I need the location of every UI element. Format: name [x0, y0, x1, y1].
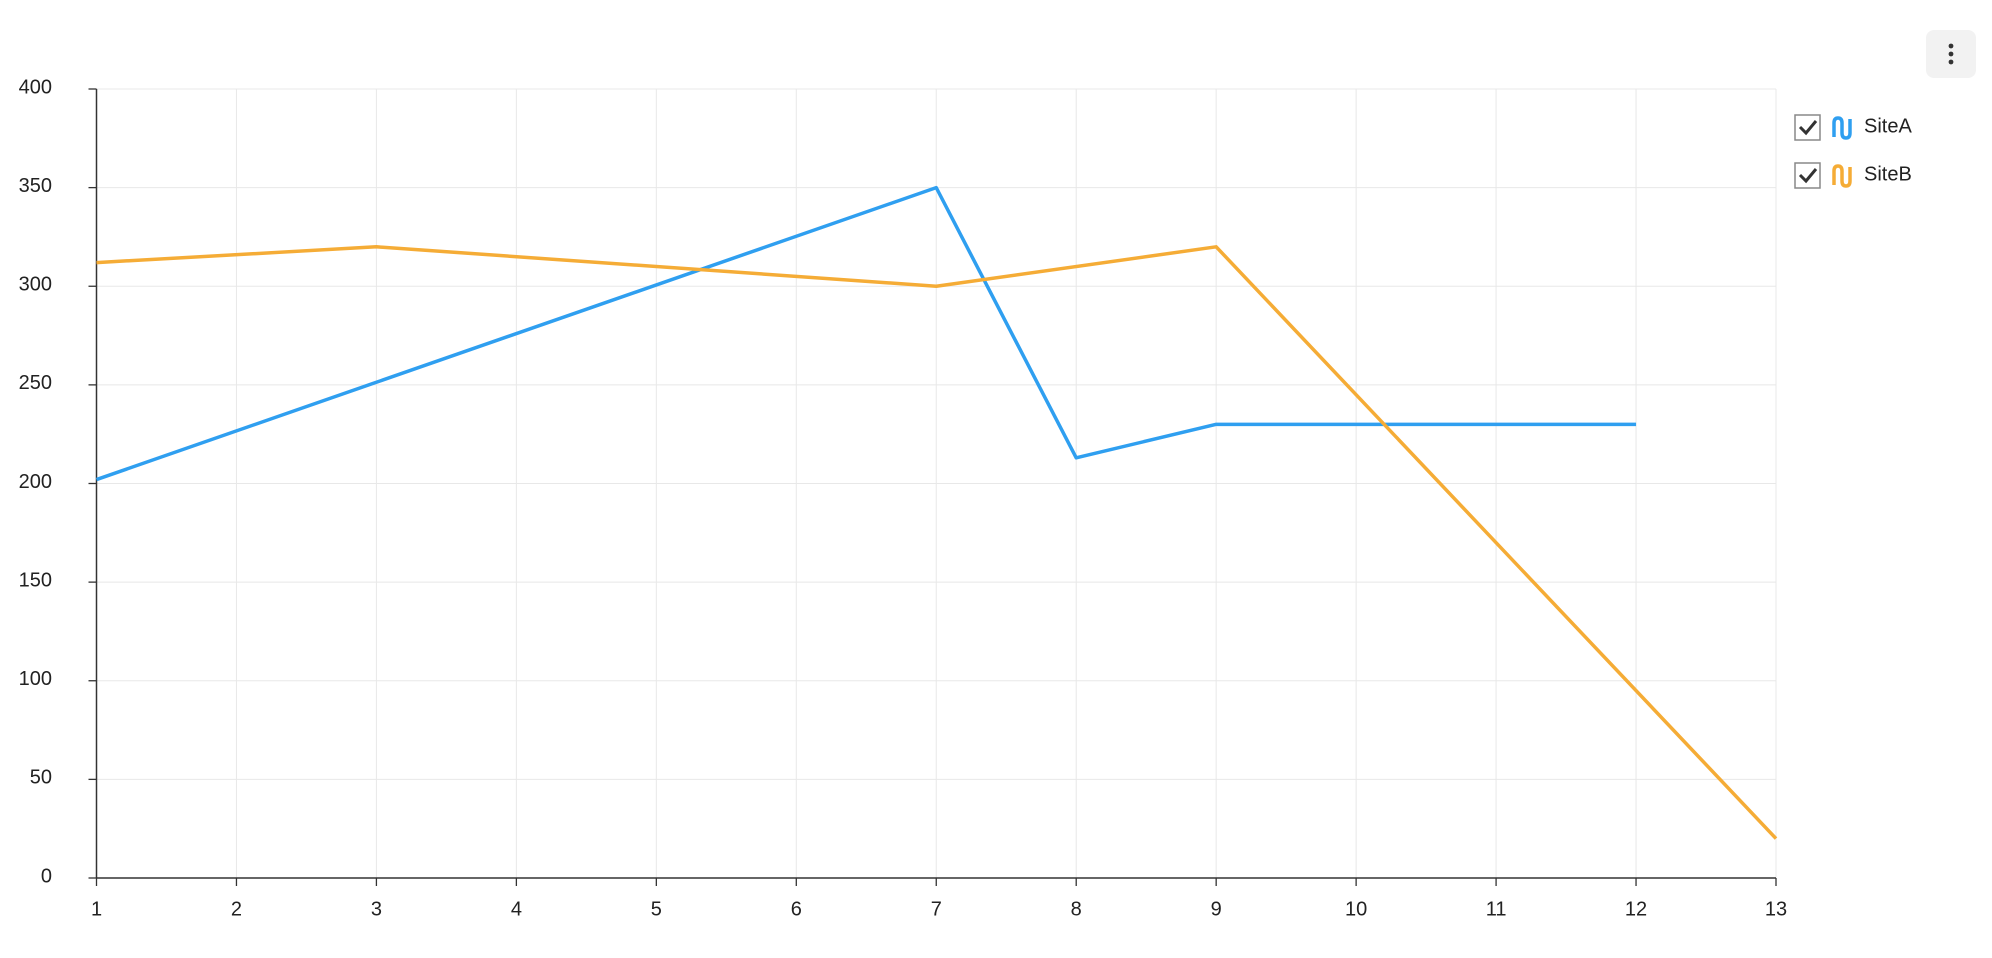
y-tick-label: 150	[19, 569, 52, 591]
x-tick-label: 12	[1625, 898, 1647, 920]
y-tick-label: 200	[19, 471, 52, 493]
legend-icon	[1832, 116, 1852, 140]
legend-label: SiteB	[1864, 163, 1912, 185]
menu-dot[interactable]	[1948, 59, 1954, 65]
legend-check[interactable]	[1798, 120, 1818, 136]
legend-checkbox[interactable]	[1794, 162, 1821, 189]
y-tick-label: 400	[19, 76, 52, 98]
x-tick-label: 1	[91, 898, 102, 920]
x-tick-label: 13	[1765, 898, 1787, 920]
line	[96, 245, 1778, 840]
y-tick-label: 300	[19, 274, 52, 296]
menu-button[interactable]	[1926, 30, 1976, 78]
x-tick-label: 8	[1071, 898, 1082, 920]
y-tick-label: 250	[19, 372, 52, 394]
x-tick-label: 6	[791, 898, 802, 920]
legend-check[interactable]	[1798, 168, 1818, 184]
menu-dot[interactable]	[1948, 51, 1954, 57]
y-tick-label: 0	[41, 865, 52, 887]
y-tick-label: 50	[30, 767, 52, 789]
x-tick-label: 4	[511, 898, 522, 920]
x-tick-label: 7	[931, 898, 942, 920]
y-tick-label: 100	[19, 668, 52, 690]
menu-dot[interactable]	[1948, 43, 1954, 49]
x-tick-label: 10	[1345, 898, 1367, 920]
legend-label: SiteA	[1864, 115, 1912, 137]
legend-checkbox[interactable]	[1794, 114, 1821, 141]
x-tick-label: 9	[1211, 898, 1222, 920]
x-tick-label: 3	[371, 898, 382, 920]
x-tick-label: 2	[231, 898, 242, 920]
x-tick-label: 5	[651, 898, 662, 920]
legend-icon	[1832, 164, 1852, 188]
line	[95, 185, 1637, 482]
x-tick-label: 11	[1486, 898, 1507, 920]
y-tick-label: 350	[19, 175, 52, 197]
